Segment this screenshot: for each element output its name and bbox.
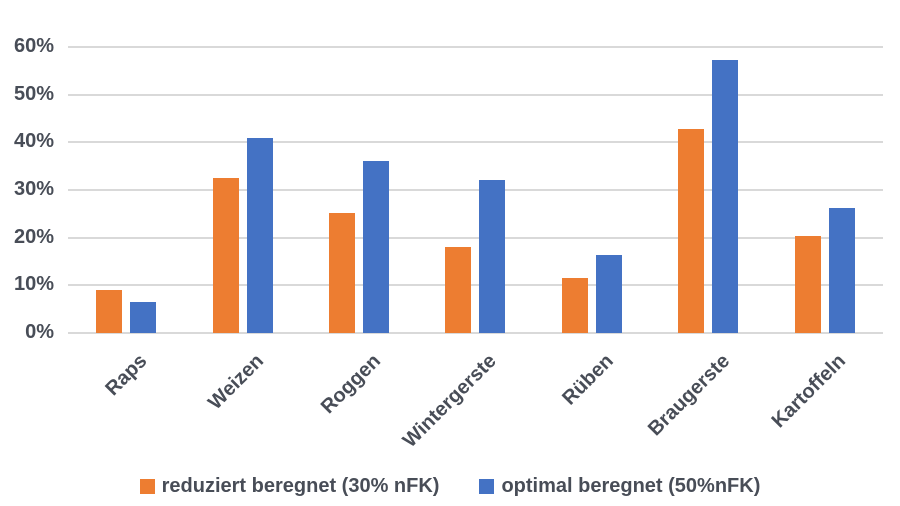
x-tick: Kartoffeln bbox=[767, 334, 883, 460]
x-tick-label: Braugerste bbox=[643, 350, 734, 441]
plot-area bbox=[68, 47, 883, 333]
y-tick-label: 40% bbox=[13, 130, 54, 153]
legend-label: reduziert beregnet (30% nFK) bbox=[161, 475, 440, 497]
gridline bbox=[68, 236, 883, 239]
gridlines bbox=[68, 46, 883, 334]
x-axis-labels: Raps Weizen Roggen Wintergerste Rüben Brauger… bbox=[68, 334, 883, 460]
bar-group bbox=[184, 47, 300, 333]
x-tick: Rüben bbox=[534, 334, 650, 460]
bar-group bbox=[534, 47, 650, 333]
gridline bbox=[68, 284, 883, 287]
x-tick: Roggen bbox=[301, 334, 417, 460]
y-tick-label: 0% bbox=[25, 321, 54, 344]
x-tick: Raps bbox=[68, 334, 184, 460]
gridline bbox=[68, 46, 883, 48]
bar bbox=[445, 246, 472, 333]
y-tick-label: 30% bbox=[13, 178, 54, 201]
bar bbox=[794, 236, 821, 333]
legend-entry: optimal beregnet (50%nFK) bbox=[479, 475, 760, 498]
legend: reduziert beregnet (30% nFK) optimal bere… bbox=[0, 475, 900, 498]
bar bbox=[363, 160, 390, 333]
bar-group bbox=[301, 47, 417, 333]
bar-group bbox=[767, 47, 883, 333]
gridline bbox=[68, 93, 883, 96]
gridline bbox=[68, 141, 883, 144]
bar bbox=[678, 129, 705, 333]
bar-group bbox=[68, 47, 184, 333]
y-tick-label: 10% bbox=[13, 273, 54, 296]
bar-group bbox=[417, 47, 533, 333]
x-tick-label: Raps bbox=[101, 350, 152, 401]
y-tick-label: 20% bbox=[13, 225, 54, 248]
legend-swatch bbox=[139, 479, 155, 494]
bar bbox=[828, 207, 855, 333]
bar-group bbox=[650, 47, 766, 333]
x-tick: Braugerste bbox=[644, 334, 766, 460]
x-tick-label: Roggen bbox=[316, 350, 385, 419]
x-tick: Wintergerste bbox=[399, 334, 533, 460]
bar bbox=[561, 278, 588, 333]
bar bbox=[479, 180, 506, 333]
bar bbox=[595, 254, 622, 333]
bar bbox=[96, 290, 123, 333]
bar bbox=[130, 302, 157, 333]
bar bbox=[329, 212, 356, 333]
legend-label: optimal beregnet (50%nFK) bbox=[501, 475, 761, 497]
gridline bbox=[68, 332, 883, 334]
y-tick-label: 60% bbox=[13, 35, 54, 58]
x-tick-label: Rüben bbox=[557, 350, 618, 410]
legend-swatch bbox=[479, 479, 495, 494]
bar bbox=[246, 138, 273, 333]
x-tick: Weizen bbox=[184, 334, 300, 460]
gridline bbox=[68, 189, 883, 191]
plot-area-wrap bbox=[68, 46, 883, 334]
x-tick-label: Weizen bbox=[204, 350, 269, 415]
x-tick-label: Kartoffeln bbox=[767, 350, 851, 433]
bar bbox=[712, 60, 739, 333]
bar bbox=[212, 177, 239, 333]
y-tick-label: 50% bbox=[13, 82, 54, 105]
legend-entry: reduziert beregnet (30% nFK) bbox=[139, 475, 440, 498]
y-axis: 60% 50% 40% 30% 20% 10% 0% bbox=[0, 35, 54, 343]
